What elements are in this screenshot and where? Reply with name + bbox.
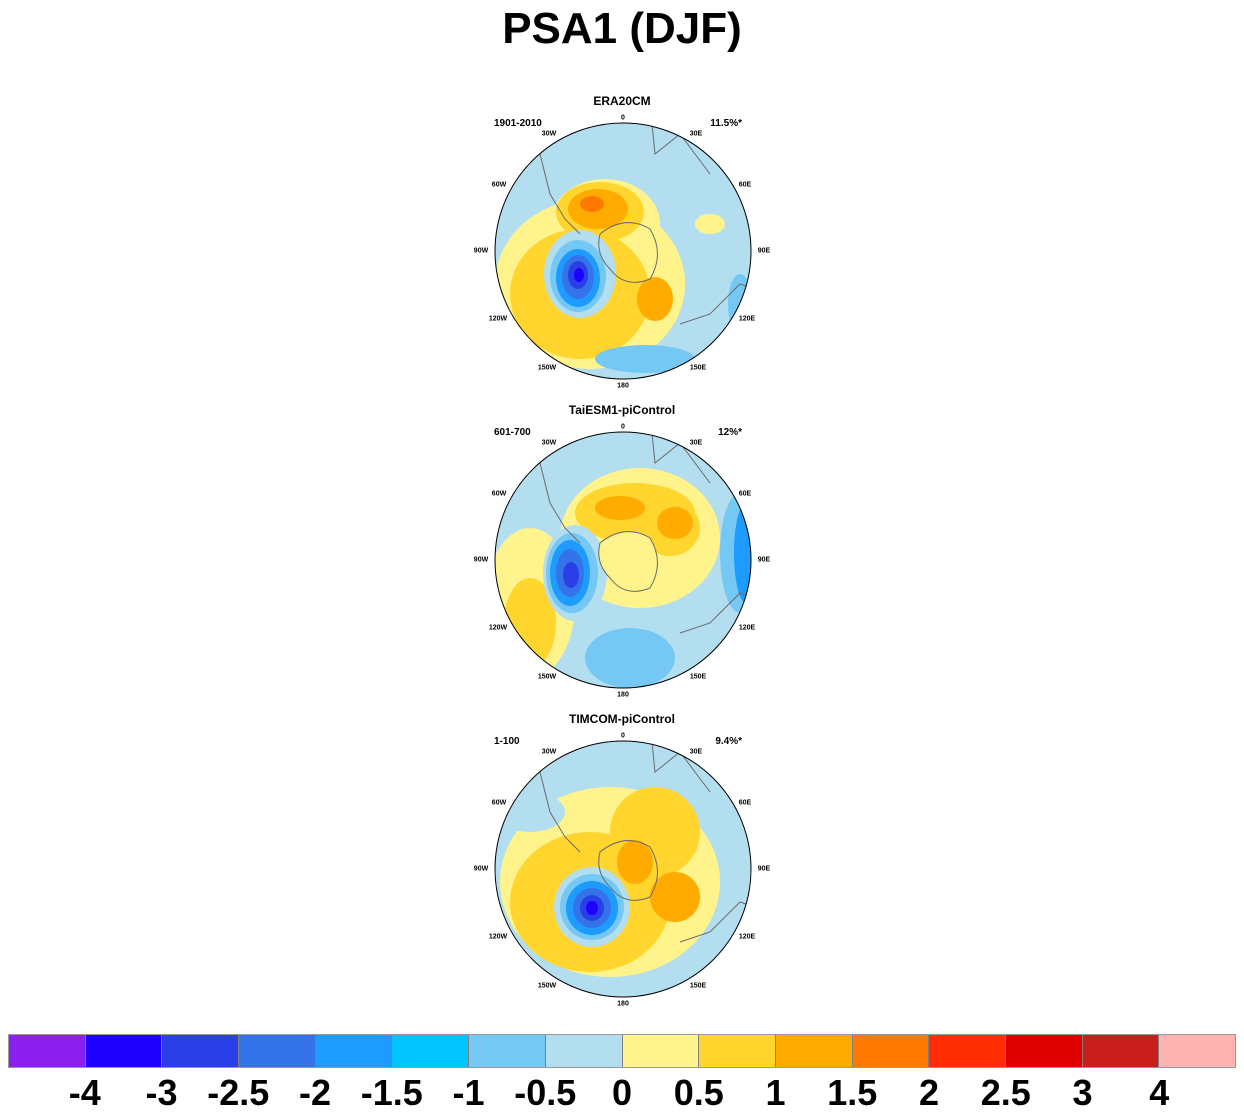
colorbar-box bbox=[929, 1035, 1006, 1067]
lon-label: 90E bbox=[757, 247, 771, 255]
colorbar-box bbox=[699, 1035, 776, 1067]
lon-label: 120W bbox=[488, 315, 508, 323]
panel-period: 601-700 bbox=[494, 427, 531, 438]
colorbar-label: 2 bbox=[918, 1072, 940, 1113]
lon-label: 30E bbox=[689, 130, 703, 138]
colorbar-label: 1 bbox=[765, 1072, 786, 1113]
lon-label: 60W bbox=[491, 799, 507, 807]
colorbar-label: -3 bbox=[145, 1072, 178, 1113]
panel-title: TaiESM1-piControl bbox=[568, 403, 676, 417]
panel-period: 1901-2010 bbox=[494, 118, 542, 129]
lon-label: 60W bbox=[491, 490, 507, 498]
lon-label: 90E bbox=[757, 556, 771, 564]
colorbar-label: 4 bbox=[1149, 1072, 1170, 1113]
colorbar-label: 1.5 bbox=[827, 1072, 878, 1113]
lon-label: 30W bbox=[541, 130, 557, 138]
lon-label: 60W bbox=[491, 181, 507, 189]
panel-variance: 11.5%* bbox=[710, 118, 742, 129]
lon-label: 0 bbox=[621, 732, 625, 740]
lon-label: 60E bbox=[738, 799, 752, 807]
panel-title: ERA20CM bbox=[593, 94, 651, 108]
colorbar-label: 2.5 bbox=[980, 1072, 1031, 1113]
lon-label: 180 bbox=[617, 1000, 629, 1008]
colorbar bbox=[8, 1034, 1236, 1068]
panel-period: 1-100 bbox=[494, 736, 520, 747]
lon-label: 120W bbox=[488, 933, 508, 941]
lon-label: 120E bbox=[738, 624, 756, 632]
colorbar-label: -4 bbox=[68, 1072, 101, 1113]
colorbar-label: 0 bbox=[611, 1072, 633, 1113]
colorbar-box bbox=[1082, 1035, 1160, 1067]
map-panel-taiesm1: TaiESM1-piControl 601-700 12%* bbox=[470, 403, 774, 703]
colorbar-box bbox=[1159, 1035, 1235, 1067]
colorbar-box bbox=[1005, 1035, 1083, 1067]
map-panel-timcom: TIMCOM-piControl 1-100 9.4%* 0 30E 60E 9… bbox=[470, 712, 774, 1012]
colorbar-box bbox=[545, 1035, 623, 1067]
lon-label: 150W bbox=[537, 364, 557, 372]
panel-variance: 9.4%* bbox=[715, 736, 742, 747]
lon-label: 150W bbox=[537, 982, 557, 990]
figure-title: PSA1 (DJF) bbox=[502, 4, 742, 53]
lon-label: 150E bbox=[689, 364, 707, 372]
polar-map bbox=[494, 740, 752, 998]
lon-label: 120E bbox=[738, 315, 756, 323]
colorbar-box bbox=[469, 1035, 546, 1067]
lon-label: 30W bbox=[541, 439, 557, 447]
lon-label: 150W bbox=[537, 673, 557, 681]
panel-variance: 12%* bbox=[718, 427, 742, 438]
lon-label: 180 bbox=[617, 691, 629, 699]
colorbar-label: -2.5 bbox=[207, 1072, 270, 1113]
lon-label: 150E bbox=[689, 982, 707, 990]
lon-label: 30E bbox=[689, 748, 703, 756]
colorbar-label: -0.5 bbox=[514, 1072, 577, 1113]
lon-label: 90W bbox=[473, 865, 489, 873]
lon-label: 0 bbox=[621, 423, 625, 431]
colorbar-box bbox=[622, 1035, 700, 1067]
panel-title: TIMCOM-piControl bbox=[569, 712, 675, 726]
lon-label: 120E bbox=[738, 933, 756, 941]
polar-map bbox=[494, 431, 752, 689]
lon-label: 150E bbox=[689, 673, 707, 681]
colorbar-box bbox=[239, 1035, 316, 1067]
colorbar-box bbox=[775, 1035, 853, 1067]
colorbar-box bbox=[392, 1035, 470, 1067]
colorbar-box bbox=[162, 1035, 240, 1067]
lon-label: 90W bbox=[473, 556, 489, 564]
lon-label: 60E bbox=[738, 181, 752, 189]
colorbar-box bbox=[85, 1035, 163, 1067]
colorbar-box bbox=[852, 1035, 930, 1067]
lon-label: 90E bbox=[757, 865, 771, 873]
colorbar-label: -2 bbox=[298, 1072, 332, 1113]
colorbar-label: 0.5 bbox=[673, 1072, 724, 1113]
lon-label: 0 bbox=[621, 114, 625, 122]
lon-label: 180 bbox=[617, 382, 629, 390]
lon-label: 120W bbox=[488, 624, 508, 632]
colorbar-box bbox=[315, 1035, 393, 1067]
colorbar-label: -1.5 bbox=[360, 1072, 423, 1113]
polar-map bbox=[494, 122, 752, 380]
lon-label: 30W bbox=[541, 748, 557, 756]
lon-label: 30E bbox=[689, 439, 703, 447]
colorbar-box bbox=[9, 1035, 86, 1067]
colorbar-label: -1 bbox=[452, 1072, 485, 1113]
lon-label: 90W bbox=[473, 247, 489, 255]
colorbar-label: 3 bbox=[1072, 1072, 1093, 1113]
map-panel-era20cm: ERA20CM 1901-2010 11.5%* bbox=[470, 94, 774, 394]
lon-label: 60E bbox=[738, 490, 752, 498]
